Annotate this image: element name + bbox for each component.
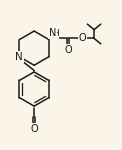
Text: N: N [49, 28, 57, 38]
Text: O: O [30, 124, 38, 134]
Text: N: N [15, 52, 23, 62]
Text: O: O [79, 33, 86, 43]
Text: O: O [64, 45, 72, 55]
Text: H: H [52, 29, 59, 38]
